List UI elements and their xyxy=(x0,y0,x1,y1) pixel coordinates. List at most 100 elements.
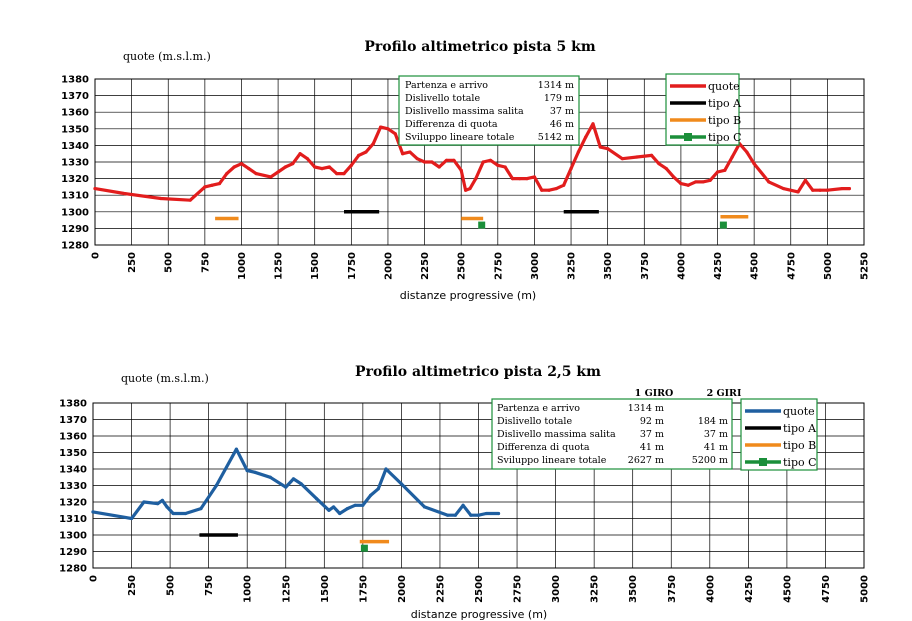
data-point xyxy=(569,167,573,171)
info-label: Dislivello massima salita xyxy=(405,106,524,117)
x-tick-label: 1000 xyxy=(243,575,254,603)
info-value: 1314 m xyxy=(628,403,664,414)
info-value: 37 m xyxy=(550,106,574,117)
data-point xyxy=(247,167,251,171)
y-tick-label: 1370 xyxy=(59,415,87,426)
data-point xyxy=(142,500,146,504)
data-point xyxy=(386,127,390,131)
x-tick-label: 750 xyxy=(200,252,211,273)
info-table-box xyxy=(491,398,733,470)
y-tick-label: 1330 xyxy=(59,481,87,492)
y-tick-label: 1320 xyxy=(59,498,87,509)
data-point xyxy=(371,142,375,146)
info-header: 1 GIRO xyxy=(635,388,674,399)
data-point xyxy=(518,177,522,181)
info-value-2: 5200 m xyxy=(692,455,728,466)
data-point xyxy=(540,188,544,192)
data-point xyxy=(576,150,580,154)
info-label: Differenza di quota xyxy=(405,119,498,130)
data-point xyxy=(562,183,566,187)
x-tick-label: 5250 xyxy=(860,252,871,280)
y-tick-label: 1350 xyxy=(59,448,87,459)
x-tick-label: 1500 xyxy=(310,252,321,280)
data-point xyxy=(353,503,357,507)
data-point xyxy=(825,188,829,192)
info-value-2: 41 m xyxy=(704,442,728,453)
data-point xyxy=(188,198,192,202)
info-header: 2 GIRI xyxy=(707,388,742,399)
data-point xyxy=(781,186,786,191)
data-point xyxy=(364,150,368,154)
x-tick-label: 2000 xyxy=(397,575,408,603)
data-point xyxy=(320,167,324,171)
x-tick-label: 1000 xyxy=(237,252,248,280)
x-tick-label: 500 xyxy=(166,575,177,596)
data-point xyxy=(664,167,668,171)
data-point xyxy=(171,511,175,516)
data-point xyxy=(234,447,239,451)
data-point xyxy=(818,188,822,192)
data-point xyxy=(532,175,537,179)
chart-title: Profilo altimetrico pista 5 km xyxy=(364,39,595,55)
x-tick-label: 2500 xyxy=(474,575,485,603)
info-label: Sviluppo lineare totale xyxy=(405,132,515,143)
x-tick-label: 4250 xyxy=(713,252,724,280)
data-point xyxy=(503,165,507,169)
y-tick-label: 1380 xyxy=(59,399,87,410)
data-point xyxy=(446,513,450,517)
x-tick-label: 1250 xyxy=(274,252,285,280)
data-point xyxy=(203,185,207,189)
marker-tipo-C xyxy=(360,544,368,552)
info-value-2: 184 m xyxy=(698,416,728,427)
x-tick-label: 4750 xyxy=(786,252,797,280)
data-point xyxy=(488,158,493,162)
x-tick-label: 1750 xyxy=(358,575,369,603)
data-point xyxy=(408,150,412,154)
y-tick-label: 1310 xyxy=(61,191,89,202)
y-tick-label: 1360 xyxy=(59,432,87,443)
x-tick-label: 0 xyxy=(89,575,100,582)
x-tick-label: 2000 xyxy=(383,252,394,280)
data-point xyxy=(368,493,373,497)
data-point xyxy=(606,147,610,151)
info-value: 92 m xyxy=(640,416,664,427)
data-point xyxy=(384,467,388,471)
info-table: 1 GIRO 2 GIRI Partenza e arrivo 1314 m Disli… xyxy=(491,388,742,470)
y-tick-label: 1380 xyxy=(61,75,89,86)
info-label: Partenza e arrivo xyxy=(405,80,488,91)
x-tick-label: 4250 xyxy=(744,575,755,603)
info-label: Dislivello massima salita xyxy=(497,429,616,440)
data-point xyxy=(399,482,403,486)
chart-title: Profilo altimetrico pista 2,5 km xyxy=(355,364,601,380)
data-point xyxy=(331,505,336,509)
data-point xyxy=(210,183,214,187)
info-value: 5142 m xyxy=(538,132,574,143)
data-point xyxy=(345,507,350,511)
x-axis-label: distanze progressive (m) xyxy=(411,608,547,621)
data-point xyxy=(657,162,661,166)
marker-tipo-C xyxy=(719,221,727,229)
data-point xyxy=(349,163,353,167)
data-point xyxy=(484,511,488,516)
data-point xyxy=(476,513,481,517)
data-point xyxy=(444,158,449,162)
legend: quote tipo A tipo B tipo C xyxy=(740,398,818,471)
data-point xyxy=(225,172,229,176)
info-value: 37 m xyxy=(640,429,664,440)
info-label: Dislivello totale xyxy=(405,93,480,104)
data-point xyxy=(430,160,434,164)
data-point xyxy=(254,172,258,176)
data-point xyxy=(165,505,169,509)
data-point xyxy=(299,482,303,486)
x-tick-label: 3750 xyxy=(640,252,651,280)
data-point xyxy=(496,163,500,167)
data-point xyxy=(510,177,515,181)
legend-marker xyxy=(759,458,767,466)
data-point xyxy=(393,132,397,136)
x-tick-label: 5000 xyxy=(823,252,834,280)
data-point xyxy=(93,186,97,191)
data-point xyxy=(298,152,302,156)
data-point xyxy=(693,180,698,184)
legend-label: tipo B xyxy=(708,114,741,127)
data-point xyxy=(453,513,457,517)
